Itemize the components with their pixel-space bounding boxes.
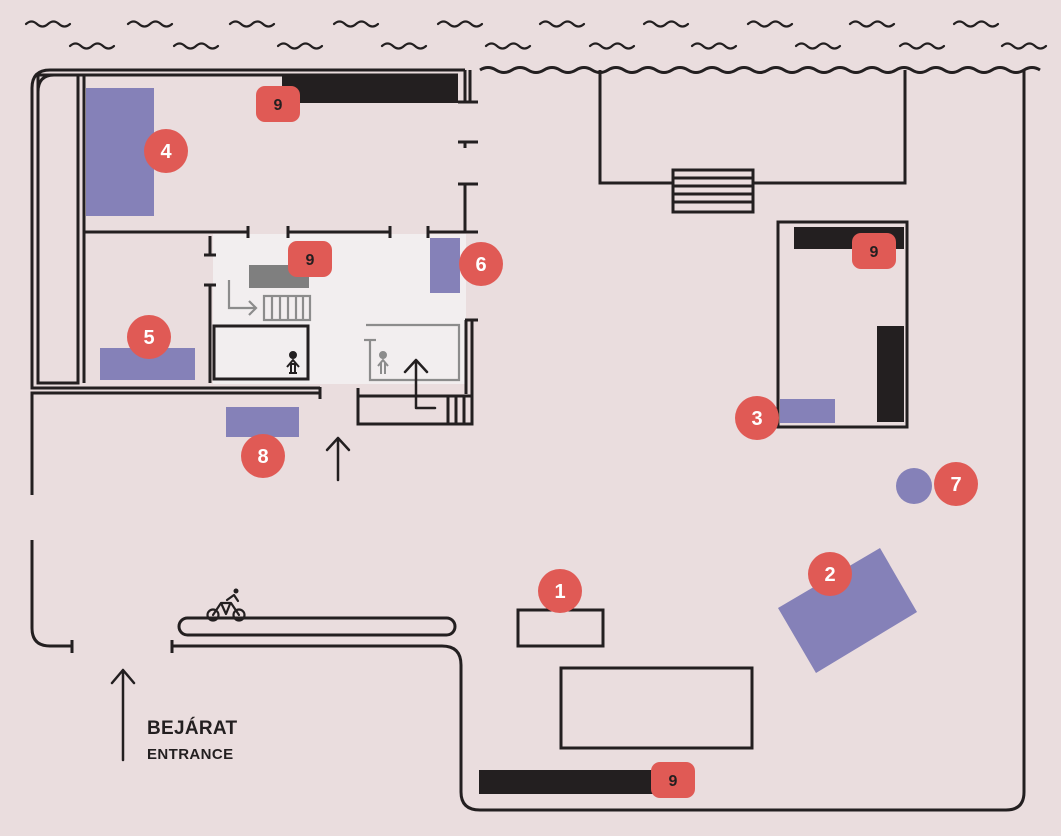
- entrance-label-hu: BEJÁRAT: [147, 717, 238, 739]
- water-wave-icon: [952, 20, 1000, 28]
- svg-text:6: 6: [475, 254, 486, 276]
- water-wave-icon: [1000, 42, 1048, 50]
- bicycle-icon: [206, 588, 246, 622]
- water-wave-icon: [898, 42, 946, 50]
- marker-9-bottom[interactable]: 9: [651, 762, 695, 798]
- svg-text:8: 8: [257, 446, 268, 468]
- marker-3[interactable]: 3: [735, 396, 779, 440]
- toilet-icon: [286, 351, 300, 374]
- svg-text:9: 9: [870, 244, 879, 261]
- water-wave-icon: [794, 42, 842, 50]
- marker-2[interactable]: 2: [808, 552, 852, 596]
- svg-text:9: 9: [274, 97, 283, 114]
- terrace-boundary: [30, 66, 1041, 812]
- water-wave-icon: [380, 42, 428, 50]
- bar-counters: [282, 75, 904, 794]
- marker-1[interactable]: 1: [538, 569, 582, 613]
- svg-text:3: 3: [751, 408, 762, 430]
- toilet-icon: [377, 351, 389, 374]
- purple-areas: [86, 88, 932, 673]
- water-wave-icon: [68, 42, 116, 50]
- water-wave-icon: [24, 20, 72, 28]
- water-wave-icon: [588, 42, 636, 50]
- water-wave-icon: [848, 20, 896, 28]
- marker-6[interactable]: 6: [459, 242, 503, 286]
- right-building: [776, 220, 909, 429]
- water-wave-icon: [690, 42, 738, 50]
- water-wave-icon: [126, 20, 174, 28]
- water-wave-icon: [228, 20, 276, 28]
- water-wave-icon: [538, 20, 586, 28]
- arrow-up-icon: [110, 358, 437, 762]
- water-wave-icon: [484, 42, 532, 50]
- marker-9-right[interactable]: 9: [852, 233, 896, 269]
- water-wave-icon: [746, 20, 794, 28]
- svg-text:4: 4: [160, 141, 172, 163]
- marker-9-top[interactable]: 9: [256, 86, 300, 122]
- water-wave-icon: [436, 20, 484, 28]
- marker-5[interactable]: 5: [127, 315, 171, 359]
- water-wave-icon: [642, 20, 690, 28]
- svg-text:2: 2: [824, 564, 835, 586]
- marker-7[interactable]: 7: [934, 462, 978, 506]
- marker-9-center[interactable]: 9: [288, 241, 332, 277]
- water-wave-icon: [276, 42, 324, 50]
- svg-text:5: 5: [143, 327, 154, 349]
- svg-text:1: 1: [554, 581, 565, 603]
- marker-4[interactable]: 4: [144, 129, 188, 173]
- svg-text:9: 9: [669, 773, 678, 790]
- water-wave-icon: [24, 20, 1048, 50]
- entrance-label-en: ENTRANCE: [147, 746, 234, 763]
- svg-text:7: 7: [950, 474, 961, 496]
- building-walls: [30, 68, 478, 426]
- water-wave-icon: [332, 20, 380, 28]
- pool-deck: [598, 70, 907, 185]
- marker-8[interactable]: 8: [241, 434, 285, 478]
- outdoor-structures: [177, 608, 754, 750]
- water-wave-icon: [172, 42, 220, 50]
- svg-text:9: 9: [306, 252, 315, 269]
- stairs-icon: [671, 168, 755, 214]
